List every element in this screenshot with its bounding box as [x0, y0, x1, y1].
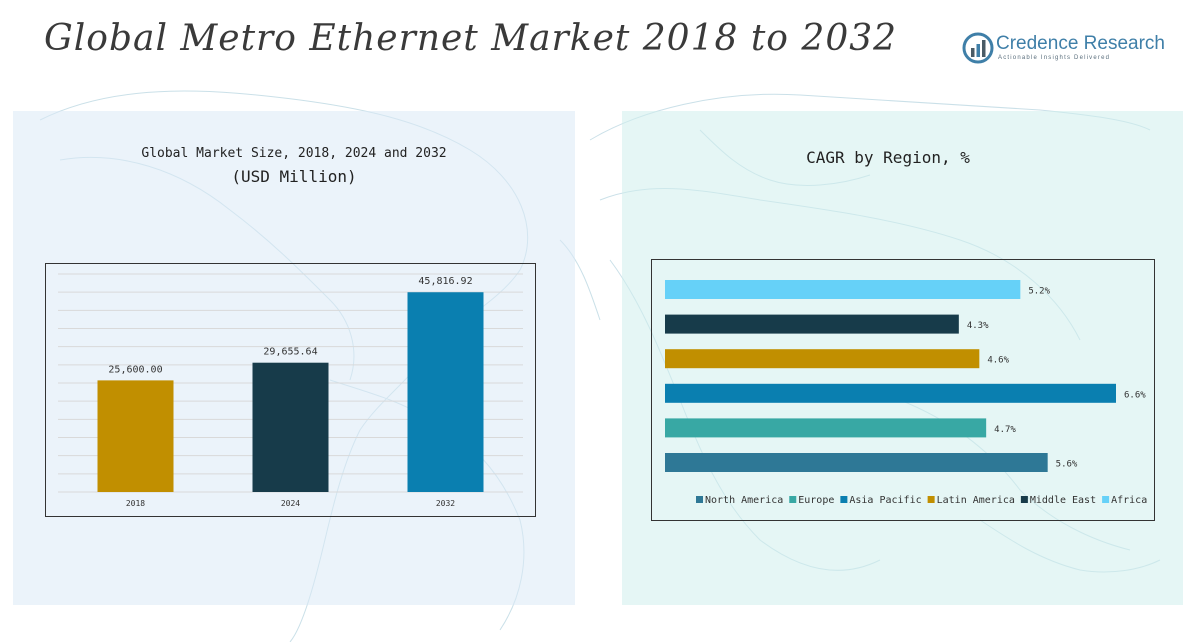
- data-label-2032: 45,816.92: [418, 276, 472, 287]
- cagr-chart-frame: 5.2% 4.3% 4.6% 6.6% 4.7% 5.6% North America Eur…: [651, 259, 1155, 521]
- legend-label-latin-america: Latin America: [937, 495, 1015, 506]
- data-label-asia-pacific: 6.6%: [1124, 390, 1146, 400]
- x-tick-label-2018: 2018: [126, 499, 145, 508]
- legend-swatch-latin-america: [927, 496, 935, 503]
- legend-swatch-europe: [789, 496, 797, 503]
- market-size-chart-frame: 25,600.00 2018 29,655.64 2024 45,816.92 2032: [45, 263, 536, 517]
- legend-label-middle-east: Middle East: [1030, 495, 1096, 506]
- brand-name: Credence Research: [996, 33, 1165, 54]
- bar-north-america: [665, 453, 1048, 472]
- market-size-title: Global Market Size, 2018, 2024 and 2032: [141, 146, 447, 161]
- x-tick-label-2024: 2024: [281, 499, 300, 508]
- x-tick-label-2032: 2032: [436, 499, 455, 508]
- data-label-north-america: 5.6%: [1056, 460, 1078, 470]
- market-size-bar-chart: 25,600.00 2018 29,655.64 2024 45,816.92 2032: [58, 273, 523, 508]
- bar-2032: [407, 292, 484, 492]
- cagr-horizontal-bar-chart: 5.2% 4.3% 4.6% 6.6% 4.7% 5.6% North America Eur…: [665, 280, 1147, 506]
- data-label-latin-america: 4.6%: [987, 356, 1009, 366]
- bar-africa: [665, 280, 1021, 299]
- bar-2024: [252, 362, 329, 492]
- page-title: Global Metro Ethernet Market 2018 to 203…: [44, 18, 898, 59]
- brand-tagline: Actionable Insights Delivered: [998, 55, 1111, 61]
- bar-asia-pacific: [665, 383, 1116, 403]
- brand-logo: Credence Research Actionable Insights De…: [962, 32, 1165, 68]
- bar-middle-east: [665, 314, 959, 334]
- bar-europe: [665, 418, 987, 438]
- data-label-middle-east: 4.3%: [967, 321, 989, 331]
- legend-label-north-america: North America: [705, 495, 783, 506]
- legend-label-asia-pacific: Asia Pacific: [849, 495, 921, 506]
- legend-label-europe: Europe: [798, 495, 834, 506]
- legend-label-africa: Africa: [1111, 495, 1147, 506]
- data-label-2024: 29,655.64: [263, 347, 317, 358]
- data-label-europe: 4.7%: [994, 425, 1016, 435]
- bar-latin-america: [665, 349, 980, 369]
- brand-logo-icon: [962, 32, 994, 64]
- cagr-title: CAGR by Region, %: [806, 148, 970, 167]
- legend-swatch-africa: [1102, 496, 1110, 503]
- market-size-unit: (USD Million): [231, 167, 357, 186]
- bar-2018: [97, 380, 174, 492]
- legend-swatch-north-america: [696, 496, 703, 503]
- data-label-africa: 5.2%: [1028, 287, 1050, 297]
- legend-swatch-asia-pacific: [840, 496, 848, 503]
- legend-swatch-middle-east: [1020, 496, 1028, 503]
- data-label-2018: 25,600.00: [108, 364, 162, 375]
